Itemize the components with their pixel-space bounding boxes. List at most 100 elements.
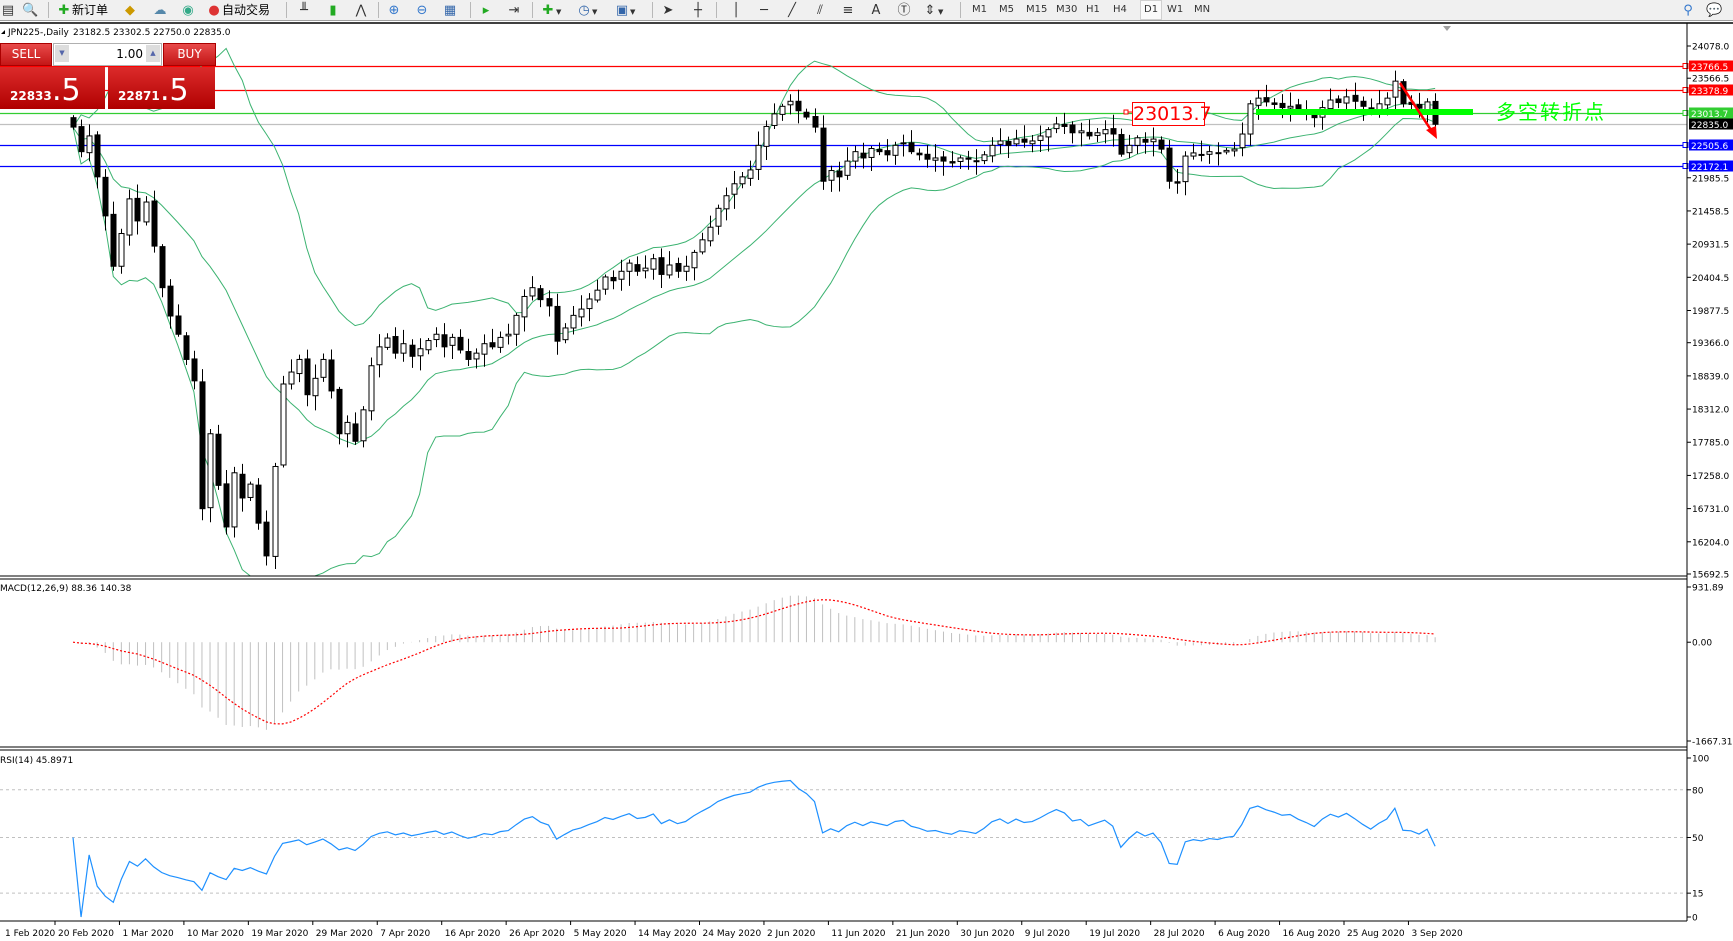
timeframe-d1[interactable]: D1 xyxy=(1140,0,1163,20)
level-price-text: 23766.5 xyxy=(1691,63,1728,73)
bar-chart-icon[interactable]: ╨ xyxy=(300,3,308,18)
candle-body-bear xyxy=(1174,181,1181,184)
timeframe-h1[interactable]: H1 xyxy=(1086,4,1100,15)
trendline-icon[interactable]: ╱ xyxy=(788,3,796,18)
candle-body-bull xyxy=(683,265,690,272)
candle xyxy=(844,147,851,180)
candle-body-bull xyxy=(739,176,746,185)
price-tick-label: 19366.0 xyxy=(1692,339,1729,349)
down-arrow-line[interactable] xyxy=(1398,82,1435,134)
buy-button[interactable]: BUY xyxy=(163,43,216,66)
candle xyxy=(489,328,496,350)
date-label: 5 May 2020 xyxy=(574,929,627,939)
arrows-dropdown[interactable]: ⇕ ▼ xyxy=(924,3,944,18)
buy-price-box[interactable]: 22871 .5 xyxy=(108,67,215,109)
candle-body-bear xyxy=(409,344,416,357)
candle-body-bull xyxy=(852,151,859,162)
candle-body-bull xyxy=(296,358,303,375)
level-price-label[interactable]: 23013.7 xyxy=(1132,102,1212,126)
new-chart-icon[interactable]: ▤ xyxy=(1,3,15,18)
text-label-icon[interactable]: Ⓣ xyxy=(897,3,911,18)
search-icon[interactable]: ⚲ xyxy=(1683,3,1693,18)
price-tick-label: 21985.5 xyxy=(1692,174,1729,184)
price-tick-label: 23566.5 xyxy=(1692,75,1729,85)
cursor-icon[interactable]: ➤ xyxy=(662,3,674,18)
chart-shift-marker[interactable] xyxy=(1443,26,1451,31)
auto-scroll-icon[interactable]: ⇥ xyxy=(508,3,520,18)
candle xyxy=(1190,143,1197,160)
volume-decrease-icon[interactable]: ▼ xyxy=(55,45,69,62)
profiles-icon[interactable]: 🔍 xyxy=(22,3,39,18)
candle-body-bear xyxy=(457,336,464,351)
candle xyxy=(368,357,375,421)
candle-body-bull xyxy=(473,352,480,360)
timeframe-h4[interactable]: H4 xyxy=(1113,4,1127,15)
candle xyxy=(1061,112,1068,135)
candle-body-bear xyxy=(836,170,843,178)
candle-body-bull xyxy=(755,144,762,170)
candle xyxy=(747,160,754,186)
zoom-out-icon[interactable]: ⊖ xyxy=(416,3,428,18)
candle xyxy=(320,353,327,382)
date-label: 24 May 2020 xyxy=(703,929,762,939)
zoom-in-icon[interactable]: ⊕ xyxy=(388,3,400,18)
candle xyxy=(1400,79,1407,108)
chat-icon[interactable]: 💬 xyxy=(1706,3,1723,18)
candlestick-chart-icon[interactable]: ▮ xyxy=(329,3,337,18)
periods-dropdown[interactable]: ◷ ▼ xyxy=(578,3,598,18)
candle xyxy=(1182,151,1189,196)
timeframe-m1[interactable]: M1 xyxy=(972,4,987,15)
candle-body-bull xyxy=(868,148,875,158)
candle xyxy=(997,128,1004,154)
candle-body-bear xyxy=(352,423,359,442)
candle-body-bull xyxy=(723,195,730,210)
candle xyxy=(658,248,665,289)
date-label: 19 Jul 2020 xyxy=(1089,929,1140,939)
date-label: 14 May 2020 xyxy=(638,929,697,939)
timeframe-mn[interactable]: MN xyxy=(1194,4,1211,15)
signals-icon[interactable]: ◉ xyxy=(182,3,194,18)
sell-price-box[interactable]: 22833 .5 xyxy=(0,67,105,109)
candle xyxy=(215,424,222,490)
candle-body-bull xyxy=(505,333,512,337)
candle-body-bull xyxy=(779,105,786,115)
one-click-trading-panel: SELL ▼ 1.00 ▲ BUY 22833 .5 22871 .5 xyxy=(0,43,216,109)
volume-input[interactable]: 1.00 xyxy=(116,47,143,61)
indicators-dropdown[interactable]: ✚ ▼ xyxy=(542,3,562,18)
crosshair-icon[interactable]: ┼ xyxy=(694,3,702,18)
tile-windows-icon[interactable]: ▦ xyxy=(443,3,457,18)
volume-stepper[interactable]: ▼ 1.00 ▲ xyxy=(53,43,162,66)
auto-trading-label: 自动交易 xyxy=(222,3,271,17)
sell-button[interactable]: SELL xyxy=(0,43,52,66)
candle-body-bull xyxy=(118,233,125,267)
macd-tick-label: 931.89 xyxy=(1692,584,1724,594)
metaeditor-icon[interactable]: ◆ xyxy=(125,3,135,18)
vertical-line-icon[interactable]: │ xyxy=(732,3,740,18)
candle-body-bull xyxy=(126,198,133,236)
candle-body-bull xyxy=(360,409,367,442)
templates-dropdown[interactable]: ▣ ▼ xyxy=(615,3,636,18)
candle xyxy=(787,94,794,115)
candle xyxy=(965,150,972,170)
chart-shift-icon[interactable]: ▸ xyxy=(482,3,490,18)
auto-trading-button[interactable]: ● 自动交易 xyxy=(206,1,270,19)
candle-body-bull xyxy=(844,160,851,176)
new-order-button[interactable]: ✚ 新订单 xyxy=(56,1,108,19)
collapse-triangle-icon[interactable] xyxy=(1,30,5,34)
candle xyxy=(820,115,827,190)
horizontal-line-icon[interactable]: ─ xyxy=(760,3,768,18)
timeframe-w1[interactable]: W1 xyxy=(1167,4,1184,15)
candle xyxy=(1239,122,1246,157)
level-price-tag xyxy=(1689,84,1733,96)
text-icon[interactable]: A xyxy=(871,3,881,18)
fibonacci-icon[interactable]: ≡ xyxy=(842,3,854,18)
line-chart-icon[interactable]: ⋀ xyxy=(355,3,367,18)
timeframe-m5[interactable]: M5 xyxy=(999,4,1014,15)
navigator-icon[interactable]: ☁ xyxy=(153,3,167,18)
timeframe-m15[interactable]: M15 xyxy=(1026,4,1048,15)
channel-icon[interactable]: ⫽ xyxy=(817,3,823,18)
timeframe-m30[interactable]: M30 xyxy=(1056,4,1078,15)
pivot-note-text[interactable]: 多空转折点 xyxy=(1496,100,1606,124)
volume-increase-icon[interactable]: ▲ xyxy=(146,45,160,62)
